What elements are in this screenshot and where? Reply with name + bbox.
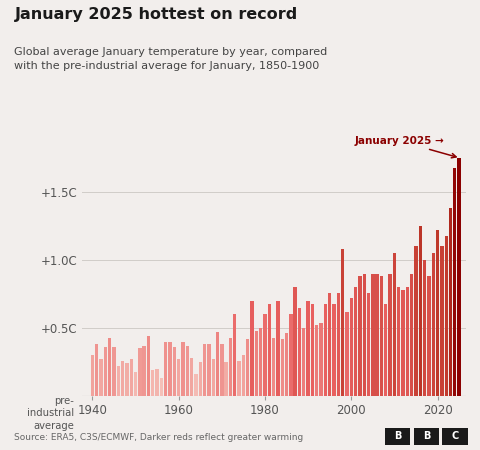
Bar (332, 304, 336, 396)
Bar (168, 342, 172, 396)
Bar (449, 208, 452, 396)
Bar (147, 336, 150, 396)
Bar (427, 276, 431, 396)
Bar (354, 287, 357, 396)
Bar (134, 372, 137, 396)
Bar (302, 328, 305, 396)
Bar (108, 338, 111, 396)
Text: Global average January temperature by year, compared
with the pre-industrial ave: Global average January temperature by ye… (14, 47, 328, 71)
Bar (410, 274, 413, 396)
Bar (276, 301, 279, 396)
Bar (319, 323, 323, 396)
Bar (173, 347, 176, 396)
Bar (328, 292, 331, 396)
Bar (443, 428, 468, 445)
Bar (220, 344, 224, 396)
Bar (156, 369, 159, 396)
Bar (272, 338, 276, 396)
Bar (341, 249, 344, 396)
Bar (293, 287, 297, 396)
Bar (164, 342, 168, 396)
Bar (143, 346, 146, 396)
Bar (138, 348, 142, 396)
Bar (194, 374, 198, 396)
Bar (216, 332, 219, 396)
Bar (349, 298, 353, 396)
Bar (453, 168, 456, 396)
Bar (225, 362, 228, 396)
Text: Source: ERA5, C3S/ECMWF, Darker reds reflect greater warming: Source: ERA5, C3S/ECMWF, Darker reds ref… (14, 433, 304, 442)
Bar (95, 344, 98, 396)
Bar (264, 315, 267, 396)
Bar (246, 339, 250, 396)
Bar (311, 304, 314, 396)
Bar (385, 428, 410, 445)
Bar (160, 378, 163, 396)
Bar (285, 333, 288, 396)
Bar (414, 428, 439, 445)
Bar (440, 247, 444, 396)
Bar (406, 287, 409, 396)
Text: January 2025 hottest on record: January 2025 hottest on record (14, 7, 298, 22)
Bar (181, 342, 185, 396)
Bar (358, 276, 361, 396)
Bar (255, 331, 258, 396)
Text: B: B (394, 431, 401, 441)
Bar (371, 274, 374, 396)
Text: C: C (452, 431, 459, 441)
Bar (380, 276, 383, 396)
Bar (432, 253, 435, 396)
Bar (423, 260, 426, 396)
Bar (125, 364, 129, 396)
Bar (397, 287, 400, 396)
Bar (186, 346, 189, 396)
Bar (436, 230, 439, 396)
Bar (199, 362, 202, 396)
Bar (419, 226, 422, 396)
Bar (388, 274, 392, 396)
Bar (315, 325, 318, 396)
Bar (444, 236, 448, 396)
Bar (112, 347, 116, 396)
Bar (384, 304, 387, 396)
Bar (99, 359, 103, 396)
Bar (362, 274, 366, 396)
Bar (401, 290, 405, 396)
Bar (259, 328, 263, 396)
Bar (324, 304, 327, 396)
Bar (375, 274, 379, 396)
Bar (298, 308, 301, 396)
Bar (251, 301, 254, 396)
Text: B: B (423, 431, 430, 441)
Bar (289, 315, 292, 396)
Bar (457, 158, 461, 396)
Bar (414, 247, 418, 396)
Bar (130, 359, 133, 396)
Bar (207, 344, 211, 396)
Bar (233, 315, 237, 396)
Bar (336, 292, 340, 396)
Bar (177, 359, 180, 396)
Bar (367, 292, 370, 396)
Bar (104, 347, 107, 396)
Bar (212, 359, 215, 396)
Bar (151, 370, 155, 396)
Bar (117, 366, 120, 396)
Text: January 2025 →: January 2025 → (354, 136, 456, 158)
Bar (345, 312, 348, 396)
Text: pre-
industrial
average: pre- industrial average (27, 396, 74, 431)
Bar (121, 360, 124, 396)
Bar (91, 355, 94, 396)
Bar (306, 301, 310, 396)
Bar (242, 355, 245, 396)
Bar (238, 360, 241, 396)
Bar (229, 338, 232, 396)
Bar (268, 304, 271, 396)
Bar (190, 358, 193, 396)
Bar (280, 339, 284, 396)
Bar (203, 344, 206, 396)
Bar (393, 253, 396, 396)
